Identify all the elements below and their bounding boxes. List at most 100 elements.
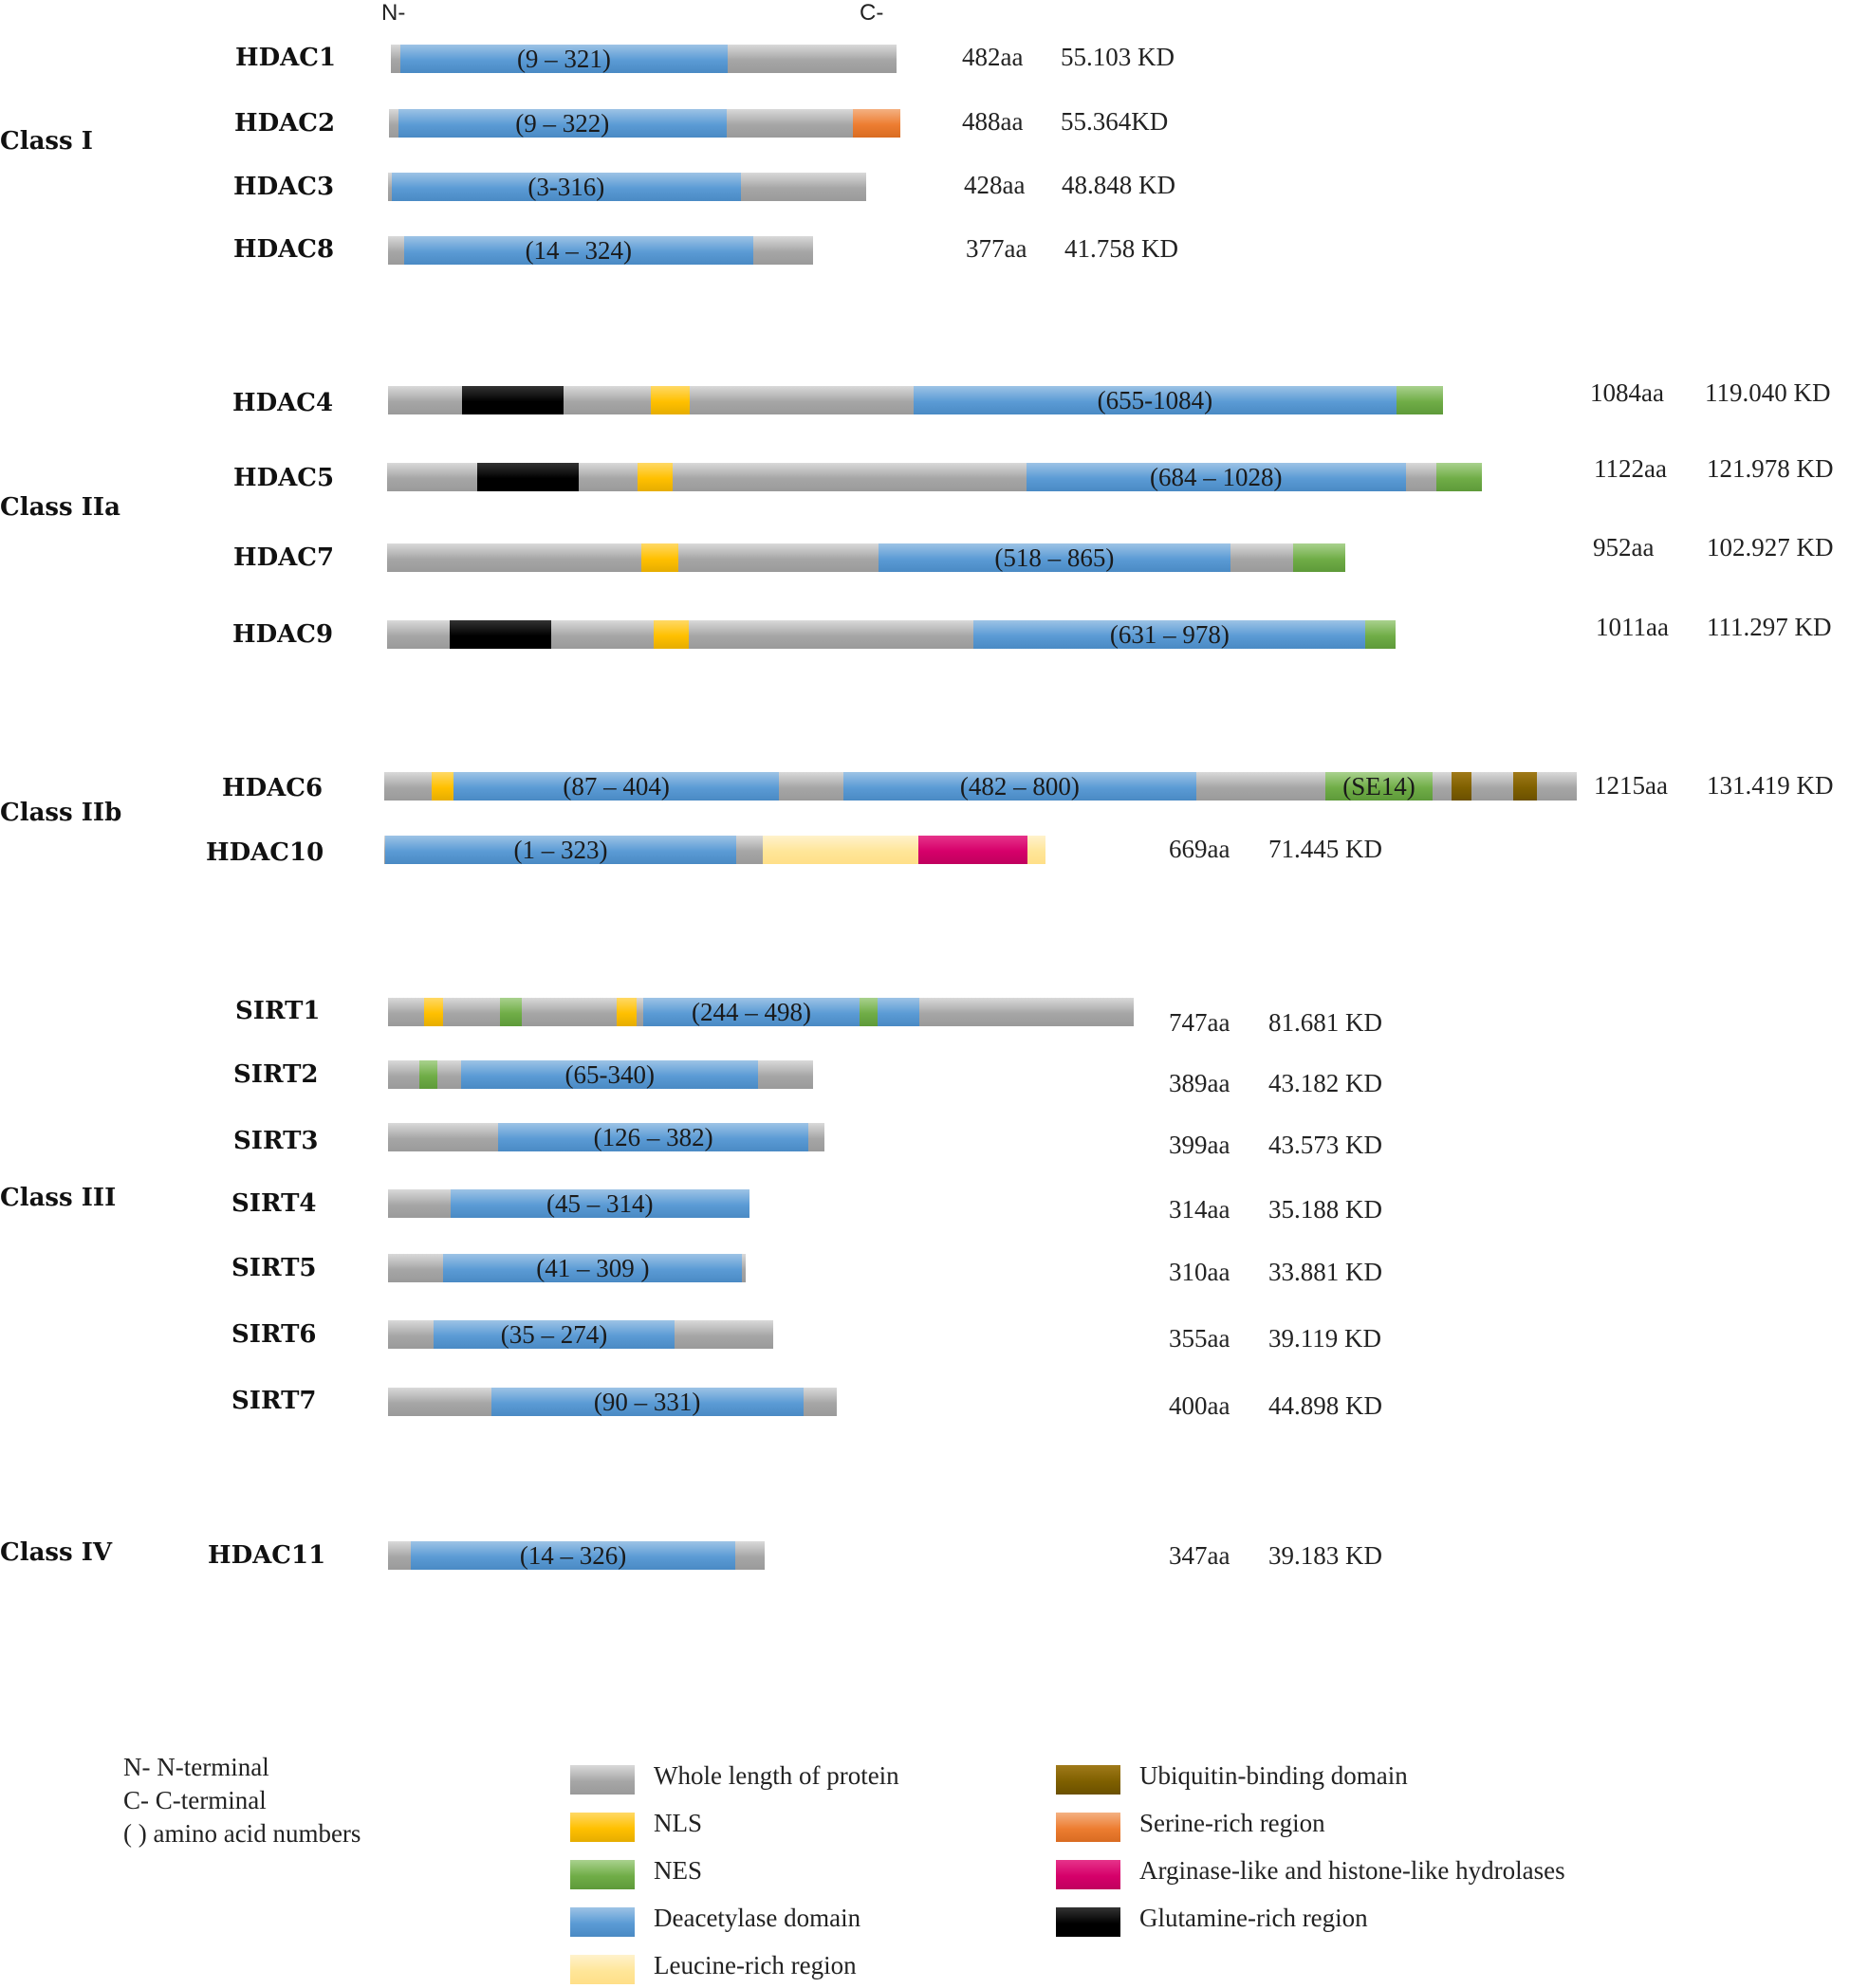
- leucine-segment: [763, 836, 918, 864]
- protein-bar-hdac1: (9 – 321): [391, 45, 897, 73]
- molecular-weight: 44.898 KD: [1268, 1391, 1382, 1420]
- legend-label-deacetylase: Deacetylase domain: [654, 1904, 861, 1932]
- deacetylase-segment: [391, 173, 742, 201]
- serine-segment: [853, 109, 900, 138]
- nes-segment: [1365, 620, 1396, 649]
- nes-segment: [499, 998, 522, 1026]
- class-label-iia: Class IIa: [0, 493, 120, 522]
- amino-acid-count: 1215aa: [1594, 771, 1668, 800]
- protein-name-sirt3: SIRT3: [233, 1127, 319, 1155]
- protein-bar-hdac3: (3-316): [388, 173, 866, 201]
- amino-acid-count: 747aa: [1169, 1008, 1230, 1037]
- legend-label-glutamine: Glutamine-rich region: [1139, 1904, 1368, 1932]
- protein-name-sirt5: SIRT5: [231, 1254, 317, 1282]
- protein-name-hdac2: HDAC2: [234, 109, 336, 138]
- legend-swatch-arginase: [1056, 1860, 1120, 1889]
- molecular-weight: 119.040 KD: [1705, 378, 1831, 407]
- class-label-iib: Class IIb: [0, 799, 122, 827]
- glutamine-segment: [461, 386, 564, 414]
- legend-label-whole: Whole length of protein: [654, 1761, 899, 1790]
- molecular-weight: 35.188 KD: [1268, 1195, 1382, 1224]
- legend-swatch-serine: [1056, 1813, 1120, 1842]
- protein-name-hdac8: HDAC8: [233, 235, 335, 264]
- legend-label-serine: Serine-rich region: [1139, 1809, 1325, 1837]
- nls-segment: [431, 772, 454, 801]
- protein-bar-sirt5: (41 – 309 ): [388, 1254, 746, 1282]
- protein-bar-sirt6: (35 – 274): [388, 1320, 773, 1349]
- protein-bar-hdac5: (684 – 1028): [387, 463, 1482, 491]
- deacetylase-segment: [843, 772, 1196, 801]
- nls-segment: [650, 386, 690, 414]
- deacetylase-segment: [498, 1123, 808, 1151]
- deacetylase-segment: [398, 109, 727, 138]
- leucine-segment: [1027, 836, 1045, 864]
- nls-segment: [653, 620, 689, 649]
- nes-segment: [1292, 543, 1345, 572]
- protein-bar-hdac9: (631 – 978): [387, 620, 1396, 649]
- legend-label-nls: NLS: [654, 1809, 703, 1837]
- protein-bar-hdac2: (9 – 322): [389, 109, 900, 138]
- protein-bar-hdac4: (655-1084): [388, 386, 1443, 414]
- protein-bar-sirt1: (244 – 498): [388, 998, 1134, 1026]
- legend-label-ubiquitin: Ubiquitin-binding domain: [1139, 1761, 1408, 1790]
- deacetylase-segment: [643, 998, 860, 1026]
- protein-bar-sirt7: (90 – 331): [388, 1388, 837, 1416]
- legend-swatch-whole: [570, 1765, 635, 1795]
- ubiquitin-segment: [1451, 772, 1472, 801]
- protein-name-hdac6: HDAC6: [222, 774, 324, 802]
- deacetylase-segment: [913, 386, 1397, 414]
- c-terminal-marker: C-: [860, 0, 884, 26]
- class-label-iv: Class IV: [0, 1538, 113, 1567]
- molecular-weight: 71.445 KD: [1268, 835, 1382, 863]
- legend-swatch-ubiquitin: [1056, 1765, 1120, 1795]
- deacetylase-segment: [1026, 463, 1406, 491]
- deacetylase-segment: [385, 836, 736, 864]
- nls-segment: [641, 543, 678, 572]
- protein-name-sirt1: SIRT1: [235, 997, 321, 1025]
- protein-bar-sirt2: (65-340): [388, 1060, 813, 1089]
- amino-acid-count: 1122aa: [1594, 454, 1667, 483]
- deacetylase-segment: [434, 1320, 675, 1349]
- key-entry: C- C-terminal: [123, 1786, 267, 1814]
- legend-swatch-nes: [570, 1860, 635, 1889]
- molecular-weight: 81.681 KD: [1268, 1008, 1382, 1037]
- amino-acid-count: 1011aa: [1596, 613, 1669, 641]
- amino-acid-count: 377aa: [966, 234, 1027, 263]
- amino-acid-count: 399aa: [1169, 1131, 1230, 1159]
- amino-acid-count: 488aa: [962, 107, 1024, 136]
- deacetylase-segment: [490, 1388, 804, 1416]
- protein-name-hdac11: HDAC11: [208, 1541, 326, 1570]
- protein-name-sirt6: SIRT6: [231, 1320, 317, 1349]
- amino-acid-count: 482aa: [962, 43, 1024, 71]
- arginase-segment: [917, 836, 1028, 864]
- deacetylase-segment: [411, 1541, 736, 1570]
- legend-swatch-nls: [570, 1813, 635, 1842]
- nes-segment: [1396, 386, 1443, 414]
- deacetylase-segment: [399, 45, 728, 73]
- molecular-weight: 55.364KD: [1061, 107, 1169, 136]
- amino-acid-count: 314aa: [1169, 1195, 1230, 1224]
- molecular-weight: 55.103 KD: [1061, 43, 1175, 71]
- molecular-weight: 41.758 KD: [1064, 234, 1178, 263]
- amino-acid-count: 669aa: [1169, 835, 1230, 863]
- protein-name-hdac5: HDAC5: [233, 464, 335, 492]
- protein-name-sirt2: SIRT2: [233, 1060, 319, 1089]
- amino-acid-count: 310aa: [1169, 1258, 1230, 1286]
- amino-acid-count: 400aa: [1169, 1391, 1230, 1420]
- nes-segment: [1325, 772, 1433, 801]
- protein-name-hdac7: HDAC7: [233, 543, 335, 572]
- amino-acid-count: 347aa: [1169, 1541, 1230, 1570]
- n-terminal-marker: N-: [381, 0, 406, 26]
- nes-segment: [859, 998, 878, 1026]
- protein-name-sirt7: SIRT7: [231, 1387, 317, 1415]
- amino-acid-count: 355aa: [1169, 1324, 1230, 1353]
- molecular-weight: 102.927 KD: [1707, 533, 1834, 561]
- molecular-weight: 121.978 KD: [1707, 454, 1834, 483]
- protein-name-hdac1: HDAC1: [235, 44, 337, 72]
- nes-segment: [1435, 463, 1482, 491]
- legend-swatch-glutamine: [1056, 1907, 1120, 1937]
- key-entry: ( ) amino acid numbers: [123, 1819, 361, 1848]
- protein-name-hdac4: HDAC4: [232, 389, 334, 417]
- deacetylase-segment: [973, 620, 1366, 649]
- deacetylase-segment: [403, 236, 753, 265]
